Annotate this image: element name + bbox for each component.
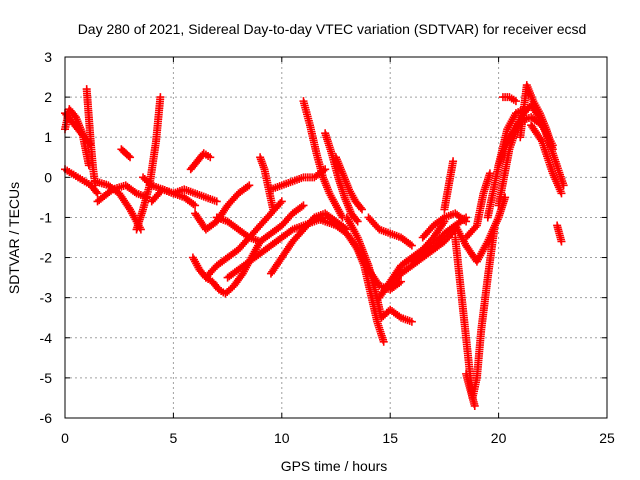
data-point bbox=[358, 205, 367, 214]
data-point bbox=[191, 201, 200, 210]
x-tick-label: 20 bbox=[491, 430, 507, 446]
data-point bbox=[93, 189, 102, 198]
y-tick-label: 0 bbox=[44, 169, 52, 185]
y-axis-label: SDTVAR / TECUs bbox=[6, 182, 22, 294]
data-point bbox=[126, 153, 135, 162]
data-point bbox=[470, 401, 479, 410]
data-point bbox=[212, 197, 221, 206]
x-tick-label: 15 bbox=[382, 430, 398, 446]
series-arc-20 bbox=[299, 97, 347, 222]
data-point bbox=[299, 201, 308, 210]
series-arc-14 bbox=[201, 197, 286, 282]
x-axis-label: GPS time / hours bbox=[281, 458, 388, 474]
data-point bbox=[407, 241, 416, 250]
y-tick-label: -3 bbox=[40, 290, 53, 306]
data-point bbox=[379, 337, 388, 346]
series-arc-39 bbox=[498, 93, 520, 106]
series-arc-10 bbox=[147, 185, 221, 206]
series-arc-7 bbox=[117, 145, 135, 162]
y-tick-label: -6 bbox=[40, 410, 53, 426]
series-arc-17 bbox=[256, 153, 278, 214]
data-point bbox=[277, 197, 286, 206]
x-tick-label: 5 bbox=[170, 430, 178, 446]
y-tick-label: -4 bbox=[40, 330, 53, 346]
series-arc-3 bbox=[61, 105, 93, 170]
series-arc-24 bbox=[342, 213, 416, 326]
data-point bbox=[449, 157, 458, 166]
y-tick-label: -1 bbox=[40, 209, 53, 225]
y-tick-label: 1 bbox=[44, 129, 52, 145]
series-arc-42 bbox=[553, 221, 566, 246]
series-arc-2 bbox=[61, 165, 102, 198]
series-arc-30 bbox=[418, 209, 471, 242]
y-tick-label: 2 bbox=[44, 89, 52, 105]
data-point bbox=[548, 145, 557, 154]
series-arc-22 bbox=[332, 153, 367, 214]
data-point bbox=[245, 181, 254, 190]
data-point bbox=[557, 189, 566, 198]
series-arc-27 bbox=[364, 213, 416, 250]
y-tick-label: 3 bbox=[44, 49, 52, 65]
x-tick-label: 25 bbox=[599, 430, 615, 446]
plot-frame bbox=[64, 56, 608, 419]
series-arc-11 bbox=[186, 149, 215, 174]
series-arc-31 bbox=[440, 157, 458, 214]
series-arc-25 bbox=[353, 245, 388, 346]
series-arc-19 bbox=[266, 165, 330, 194]
data-point bbox=[206, 153, 215, 162]
x-tick-label: 10 bbox=[274, 430, 290, 446]
data-point bbox=[353, 217, 362, 226]
data-point bbox=[269, 205, 278, 214]
data-point bbox=[407, 317, 416, 326]
data-point bbox=[156, 93, 165, 102]
series-arc-40 bbox=[516, 81, 557, 154]
y-tick-label: -2 bbox=[40, 250, 53, 266]
series-arc-33 bbox=[462, 369, 479, 410]
data-point bbox=[557, 237, 566, 246]
series-arc-15 bbox=[212, 201, 308, 246]
data-point bbox=[511, 97, 520, 106]
series-arc-35 bbox=[462, 169, 494, 242]
data-point bbox=[397, 277, 406, 286]
data-point bbox=[485, 169, 494, 178]
data-point bbox=[462, 217, 471, 226]
y-tick-label: -5 bbox=[40, 370, 53, 386]
series-arc-41 bbox=[527, 121, 566, 198]
x-tick-label: 0 bbox=[61, 430, 69, 446]
series-arc-18 bbox=[266, 209, 351, 278]
data-layer bbox=[61, 81, 568, 410]
chart-title: Day 280 of 2021, Sidereal Day-to-day VTE… bbox=[78, 21, 587, 37]
